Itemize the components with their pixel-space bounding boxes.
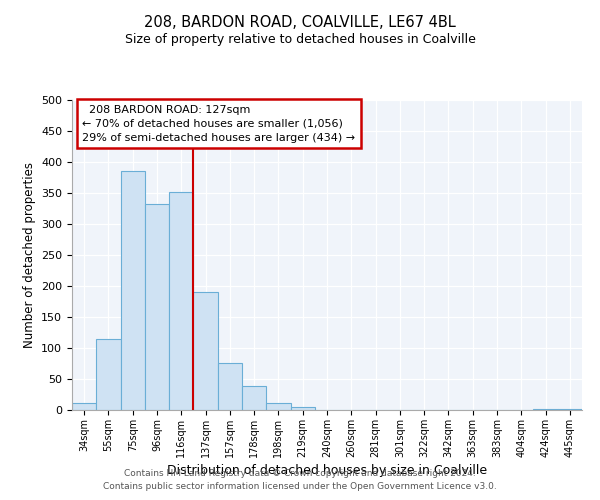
Text: Contains HM Land Registry data © Crown copyright and database right 2024.: Contains HM Land Registry data © Crown c…	[124, 468, 476, 477]
Bar	[242, 386, 266, 410]
Bar	[169, 192, 193, 410]
Y-axis label: Number of detached properties: Number of detached properties	[23, 162, 35, 348]
Bar	[145, 204, 169, 410]
Bar	[121, 172, 145, 410]
Bar	[193, 292, 218, 410]
X-axis label: Distribution of detached houses by size in Coalville: Distribution of detached houses by size …	[167, 464, 487, 477]
Bar	[290, 407, 315, 410]
Bar	[96, 338, 121, 410]
Text: Contains public sector information licensed under the Open Government Licence v3: Contains public sector information licen…	[103, 482, 497, 491]
Bar	[266, 402, 290, 410]
Text: Size of property relative to detached houses in Coalville: Size of property relative to detached ho…	[125, 32, 475, 46]
Bar	[218, 363, 242, 410]
Text: 208, BARDON ROAD, COALVILLE, LE67 4BL: 208, BARDON ROAD, COALVILLE, LE67 4BL	[144, 15, 456, 30]
Text: 208 BARDON ROAD: 127sqm
← 70% of detached houses are smaller (1,056)
29% of semi: 208 BARDON ROAD: 127sqm ← 70% of detache…	[82, 104, 355, 142]
Bar	[72, 402, 96, 410]
